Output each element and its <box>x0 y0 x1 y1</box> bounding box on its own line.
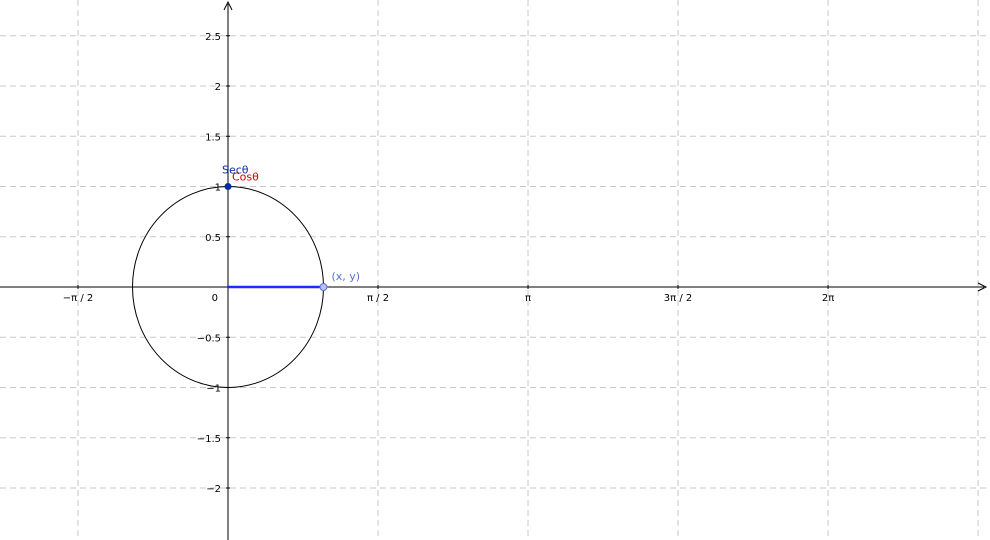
x-tick-label: 3π / 2 <box>664 293 692 304</box>
y-tick-label: 1.5 <box>205 132 221 143</box>
y-axis-arrow-icon <box>223 0 233 11</box>
origin-label: 0 <box>212 293 218 304</box>
xy-label: (x, y) <box>332 270 361 283</box>
x-tick-label: 2π <box>822 293 834 304</box>
sec-point[interactable] <box>224 183 232 190</box>
y-tick-label: 2.5 <box>205 32 221 43</box>
x-tick-label: π / 2 <box>367 293 389 304</box>
y-tick-label: 0.5 <box>205 233 221 244</box>
y-tick-label: −1 <box>206 384 221 395</box>
cos-label: Cosθ <box>232 171 259 184</box>
y-tick-label: −0.5 <box>197 333 221 344</box>
y-tick-label: −2 <box>206 484 221 495</box>
y-tick-label: −1.5 <box>197 434 221 445</box>
xy-point[interactable] <box>319 283 328 291</box>
x-tick-label: −π / 2 <box>63 293 94 304</box>
sec-label: Secθ <box>222 164 249 177</box>
y-tick-label: 1 <box>215 183 221 194</box>
y-tick-label: 2 <box>215 82 221 93</box>
x-tick-label: π <box>525 293 531 304</box>
x-axis-arrow-icon <box>977 282 988 292</box>
tick-labels: −π / 2 π / 2 π 3π / 2 2π 2.5 2 1.5 1 0.5 −0.5 −1 −1.… <box>63 32 835 495</box>
